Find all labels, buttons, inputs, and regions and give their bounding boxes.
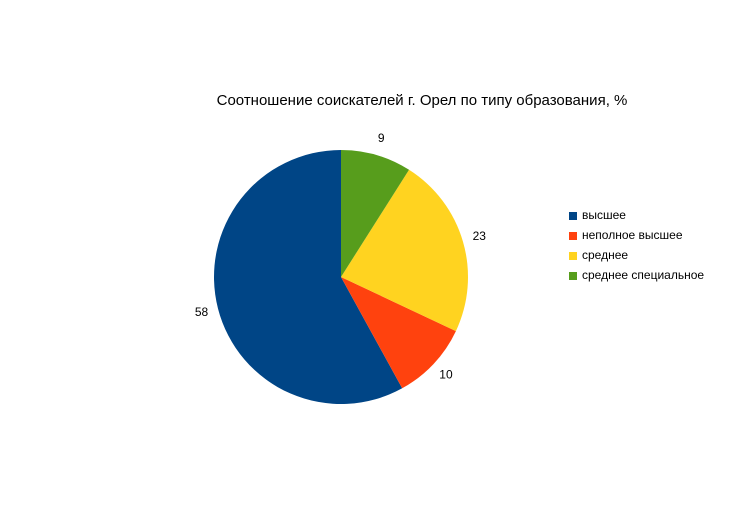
pie-slice [341, 277, 456, 389]
data-label: 10 [439, 368, 453, 382]
data-label: 9 [378, 131, 385, 145]
legend-swatch [569, 212, 577, 220]
data-label: 58 [195, 305, 209, 319]
legend-swatch [569, 272, 577, 280]
legend-label: высшее [582, 208, 626, 222]
legend-swatch [569, 252, 577, 260]
legend-label: неполное высшее [582, 228, 683, 242]
pie-slice [213, 150, 403, 404]
chart-title: Соотношение соискателей г. Орел по типу … [217, 92, 628, 109]
legend-label: среднее [582, 248, 628, 262]
pie-slice [341, 150, 410, 277]
legend-label: среднее специальное [582, 268, 704, 282]
pie-slice [341, 169, 468, 332]
data-label: 23 [473, 229, 487, 243]
legend-swatch [569, 232, 577, 240]
